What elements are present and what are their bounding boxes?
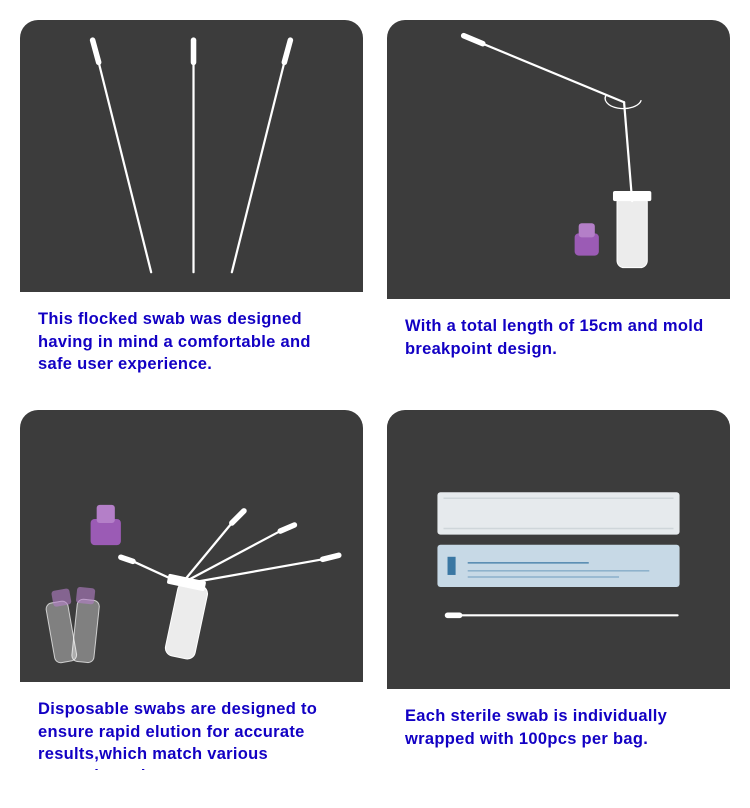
illus-packaging	[387, 410, 730, 689]
card-flocked-swab: This flocked swab was designed having in…	[20, 20, 363, 380]
illus-breakpoint	[387, 20, 730, 299]
card-breakpoint: With a total length of 15cm and mold bre…	[387, 20, 730, 380]
pouch-bottom-icon	[437, 545, 679, 587]
cap-icon	[575, 223, 599, 255]
card-elution: Disposable swabs are designed to ensure …	[20, 410, 363, 770]
caption-2: With a total length of 15cm and mold bre…	[387, 299, 730, 380]
ghost-tubes-icon	[45, 587, 100, 664]
caption-3: Disposable swabs are designed to ensure …	[20, 682, 363, 770]
caption-4: Each sterile swab is individually wrappe…	[387, 689, 730, 770]
caption-1: This flocked swab was designed having in…	[20, 292, 363, 380]
fanned-swabs-icon	[121, 511, 339, 584]
card-packaging: Each sterile swab is individually wrappe…	[387, 410, 730, 770]
illus-elution	[20, 410, 363, 682]
infographic-grid: This flocked swab was designed having in…	[0, 0, 750, 790]
cap-icon	[91, 505, 121, 545]
illus-three-swabs	[20, 20, 363, 292]
